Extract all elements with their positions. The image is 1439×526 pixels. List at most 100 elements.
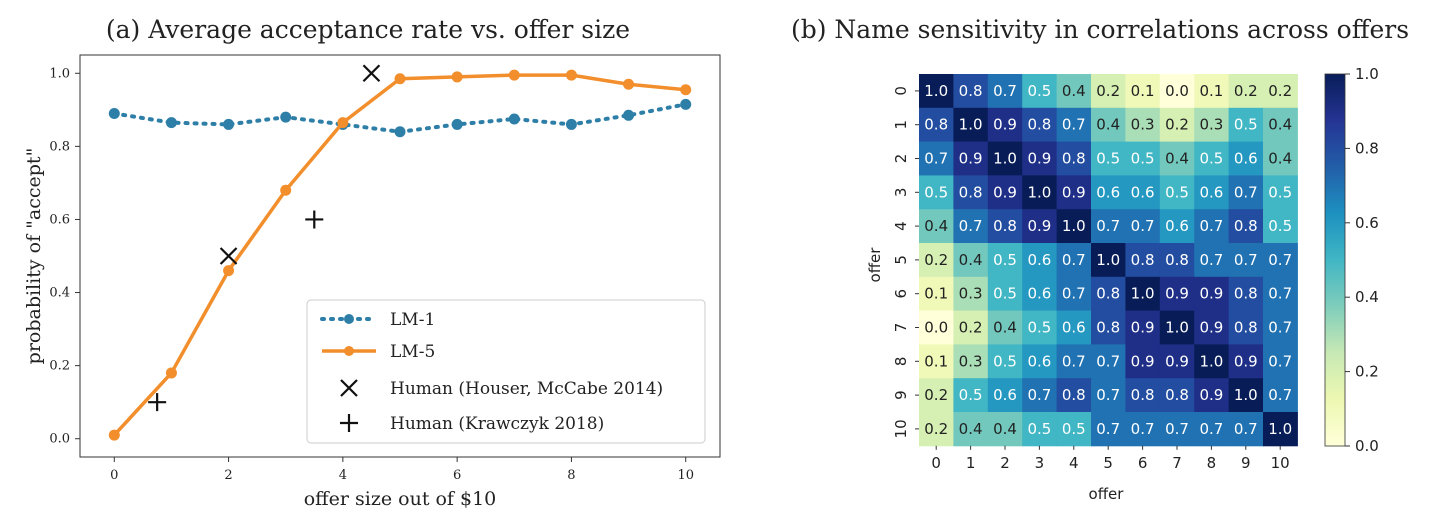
heatmap-cell-value: 0.6 <box>1234 150 1258 168</box>
heatmap-cell <box>1159 209 1195 244</box>
heatmap-x-tick-label: 6 <box>1138 454 1148 472</box>
heatmap-cell <box>1228 412 1264 447</box>
heatmap-cell-value: 0.5 <box>993 285 1017 303</box>
heatmap-cell-value: 0.7 <box>1234 420 1258 438</box>
heatmap-y-tick-label: 0 <box>892 86 910 96</box>
heatmap-cell-value: 1.0 <box>1199 352 1223 370</box>
heatmap-cell-value: 0.6 <box>1165 217 1189 235</box>
heatmap-cell-value: 0.7 <box>1062 352 1086 370</box>
heatmap-cell <box>1263 412 1298 447</box>
heatmap-cell-value: 0.7 <box>1165 420 1189 438</box>
heatmap-cell <box>1091 276 1126 312</box>
heatmap-cell-value: 0.8 <box>1131 251 1155 269</box>
heatmap-cell-value: 0.5 <box>1027 82 1051 100</box>
series-2 <box>219 64 381 265</box>
x-tick-label: 10 <box>677 468 694 483</box>
heatmap-cell-value: 0.8 <box>1062 386 1086 404</box>
heatmap-cell-value: 0.7 <box>1096 352 1120 370</box>
heatmap-y-tick-label: 3 <box>892 188 910 198</box>
heatmap-cell <box>919 175 954 210</box>
heatmap-cell <box>1125 344 1161 379</box>
heatmap-cell-value: 0.1 <box>924 285 948 303</box>
legend-label-human-krawczyk: Human (Krawczyk 2018) <box>390 414 604 434</box>
heatmap-cell-value: 0.9 <box>959 150 983 168</box>
heatmap-cell <box>1228 141 1264 176</box>
heatmap-cell <box>1194 74 1230 109</box>
colorbar-gradient <box>1324 73 1346 447</box>
data-point <box>394 126 406 138</box>
data-point <box>165 367 177 379</box>
chart-a-series <box>108 64 692 441</box>
legend-entry-lm1: LM-1 <box>320 310 435 330</box>
heatmap-x-ticks: 0 1 2 3 4 5 6 7 8 9 10 <box>931 445 1290 472</box>
colorbar-tick-label: 0.2 <box>1355 363 1379 381</box>
heatmap-cell-value: 0.7 <box>1268 386 1292 404</box>
heatmap-cell-value: 0.7 <box>1268 251 1292 269</box>
heatmap-cell <box>953 344 989 379</box>
heatmap-cell-value: 0.8 <box>1096 285 1120 303</box>
heatmap-cell <box>1022 412 1058 447</box>
heatmap-cell-value: 0.7 <box>1131 420 1155 438</box>
legend-marker-lm5 <box>344 346 354 356</box>
heatmap-cell-value: 0.8 <box>1131 386 1155 404</box>
heatmap-cell <box>1125 74 1161 109</box>
heatmap-cell <box>1022 310 1058 345</box>
heatmap-cell <box>987 344 1023 379</box>
colorbar-tick-label: 0.0 <box>1355 437 1379 455</box>
data-point <box>280 111 292 123</box>
legend-marker-plus <box>340 414 358 432</box>
heatmap-cell <box>1022 175 1058 210</box>
heatmap-cell-value: 0.2 <box>924 386 948 404</box>
chart-a-plot-frame <box>79 54 721 458</box>
heatmap-cell <box>1263 74 1298 109</box>
heatmap-cell-value: 0.9 <box>1131 352 1155 370</box>
heatmap-cell <box>1056 412 1092 447</box>
heatmap-cell <box>1159 107 1195 143</box>
heatmap-cell-value: 0.5 <box>924 183 948 201</box>
heatmap-cell <box>1194 243 1230 278</box>
heatmap-cell <box>953 412 989 447</box>
heatmap-y-tick-label: 4 <box>892 221 910 231</box>
heatmap-cell <box>1228 276 1264 312</box>
heatmap-cell-value: 0.7 <box>1062 251 1086 269</box>
heatmap-cell <box>1194 209 1230 244</box>
heatmap-cell-value: 0.7 <box>1096 217 1120 235</box>
heatmap-cell-value: 0.9 <box>993 183 1017 201</box>
heatmap-cell-value: 0.9 <box>1027 150 1051 168</box>
colorbar-tick-label: 0.4 <box>1355 288 1379 306</box>
legend-marker-lm1 <box>344 314 354 324</box>
heatmap-cell-value: 0.4 <box>924 217 948 235</box>
heatmap-cell-value: 0.6 <box>1027 285 1051 303</box>
x-tick-label: 8 <box>567 468 575 483</box>
heatmap-cell <box>919 276 954 312</box>
heatmap-cell-value: 0.2 <box>924 251 948 269</box>
heatmap-cell-value: 0.2 <box>959 319 983 337</box>
heatmap-cell <box>1194 344 1230 379</box>
heatmap-cell-value: 0.8 <box>1165 251 1189 269</box>
heatmap-cell-value: 0.5 <box>1062 420 1086 438</box>
heatmap-cell <box>987 175 1023 210</box>
heatmap-cell <box>919 310 954 345</box>
heatmap-cell-value: 0.7 <box>1268 319 1292 337</box>
heatmap-cell-value: 0.7 <box>1199 251 1223 269</box>
chart-a-x-ticks: 0 2 4 6 8 10 <box>110 457 694 483</box>
heatmap-cell <box>1194 141 1230 176</box>
heatmap-cell <box>1263 378 1298 413</box>
heatmap-x-tick-label: 8 <box>1207 454 1217 472</box>
heatmap-cell-value: 0.8 <box>924 116 948 134</box>
heatmap-cell-value: 0.6 <box>1062 319 1086 337</box>
data-point <box>680 98 692 110</box>
chart-a-x-axis-label: offer size out of $10 <box>304 488 497 510</box>
heatmap-cell-value: 0.2 <box>1234 82 1258 100</box>
heatmap-cell <box>919 107 954 143</box>
heatmap-cell <box>1022 344 1058 379</box>
data-point-plus <box>305 210 324 229</box>
heatmap-cell <box>1263 243 1298 278</box>
legend-entry-lm5: LM-5 <box>322 342 435 362</box>
heatmap-cell <box>1159 378 1195 413</box>
heatmap-cell <box>1228 243 1264 278</box>
heatmap-y-tick-label: 10 <box>892 419 910 438</box>
legend-entry-human-houser: Human (Houser, McCabe 2014) <box>340 379 663 399</box>
series-1 <box>108 69 692 441</box>
y-tick-label: 1.0 <box>49 66 70 81</box>
